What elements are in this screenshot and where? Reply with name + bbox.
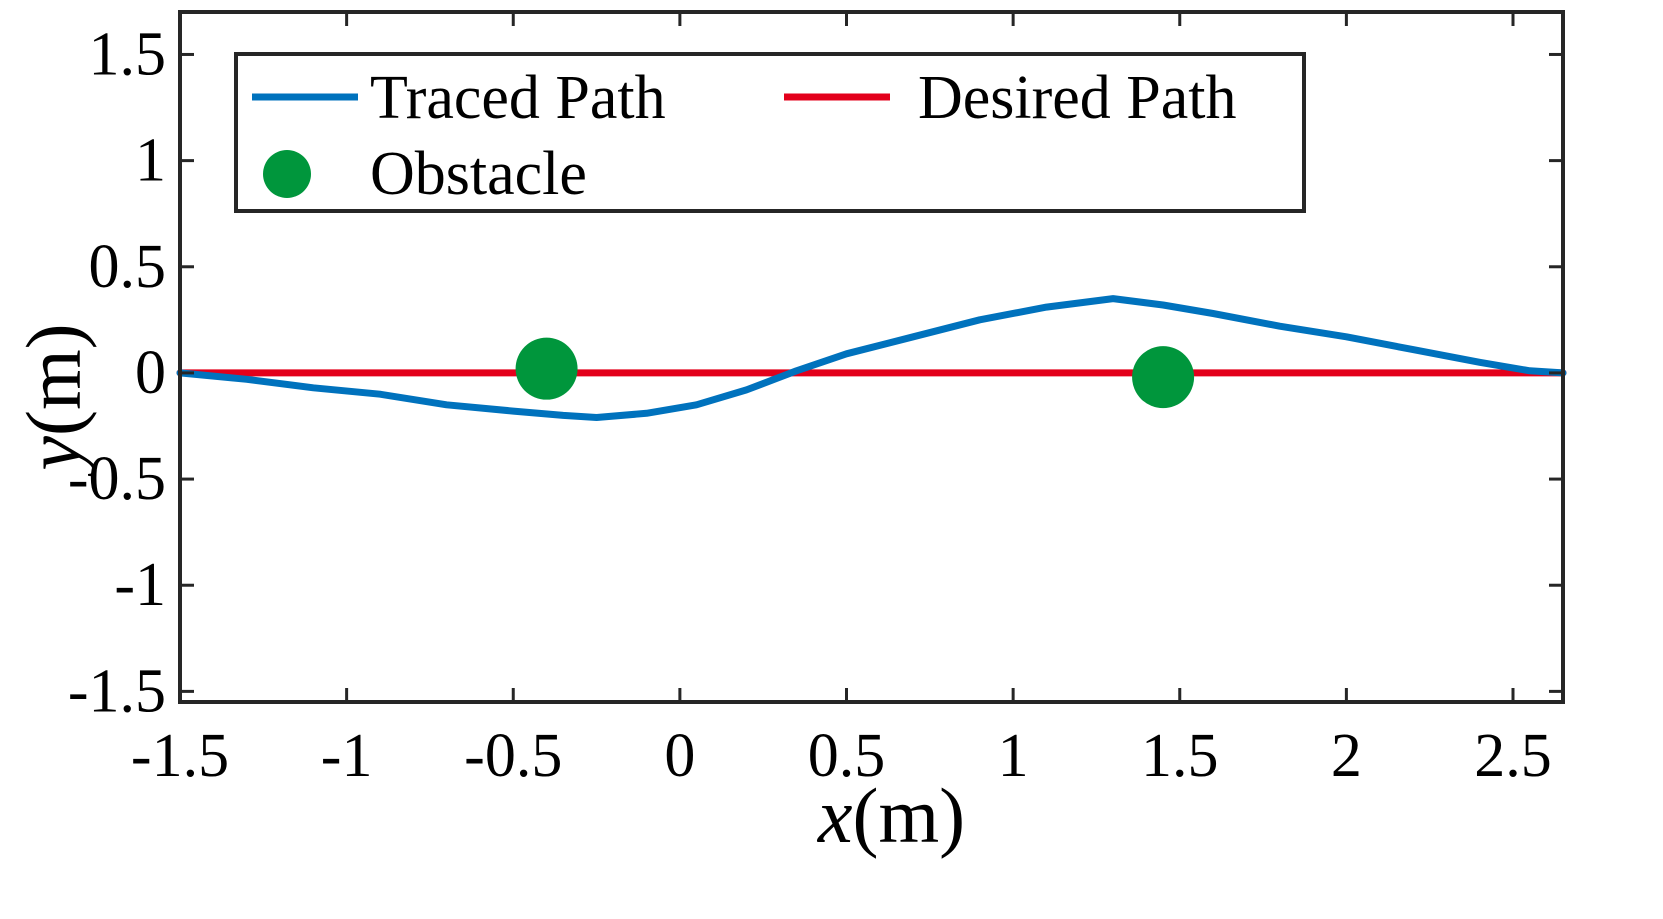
y-tick-label: 1.5 (89, 20, 167, 88)
x-tick-label: -1 (321, 722, 373, 790)
y-tick-label: -1.5 (68, 657, 166, 725)
legend-label-traced-path: Traced Path (370, 64, 666, 132)
y-axis-label: y(m) (10, 323, 97, 477)
y-axis-unit: (m) (10, 323, 97, 436)
data-layer (176, 295, 1567, 421)
ticks-layer: -1.5 -1 -0.5 0 0.5 1 1.5 2 2.5 -1.5 -1 -0.5 0 0.5 1 1.5 (68, 12, 1563, 790)
x-tick-label: 0 (664, 722, 695, 790)
series-line-traced-path (176, 295, 1567, 421)
y-axis-variable: y (10, 436, 97, 478)
y-tick-label: -0.5 (68, 445, 166, 513)
x-tick-label: 2.5 (1474, 722, 1552, 790)
obstacle-point (1132, 346, 1195, 409)
y-tick-label: 1 (135, 127, 166, 195)
legend-label-obstacle: Obstacle (370, 140, 587, 208)
x-tick-label: -1.5 (131, 722, 229, 790)
x-axis-label: x(m) (817, 772, 965, 859)
x-tick-label: 1 (998, 722, 1029, 790)
x-axis-unit: (m) (853, 772, 966, 859)
x-tick-label: 1.5 (1141, 722, 1219, 790)
axes-frame (178, 10, 1565, 704)
x-tick-label: -0.5 (464, 722, 562, 790)
y-tick-label: 0 (135, 339, 166, 407)
x-axis-variable: x (817, 772, 853, 859)
obstacle-point (515, 337, 578, 400)
legend-label-desired-path: Desired Path (918, 64, 1237, 132)
legend-swatch-obstacle (263, 150, 311, 198)
legend-box (234, 52, 1306, 213)
y-tick-label: -1 (114, 551, 166, 619)
legend: Traced Path Desired Path Obstacle (234, 52, 1306, 213)
y-tick-label: 0.5 (89, 233, 167, 301)
x-tick-label: 2 (1331, 722, 1362, 790)
x-tick-label: 0.5 (808, 722, 886, 790)
